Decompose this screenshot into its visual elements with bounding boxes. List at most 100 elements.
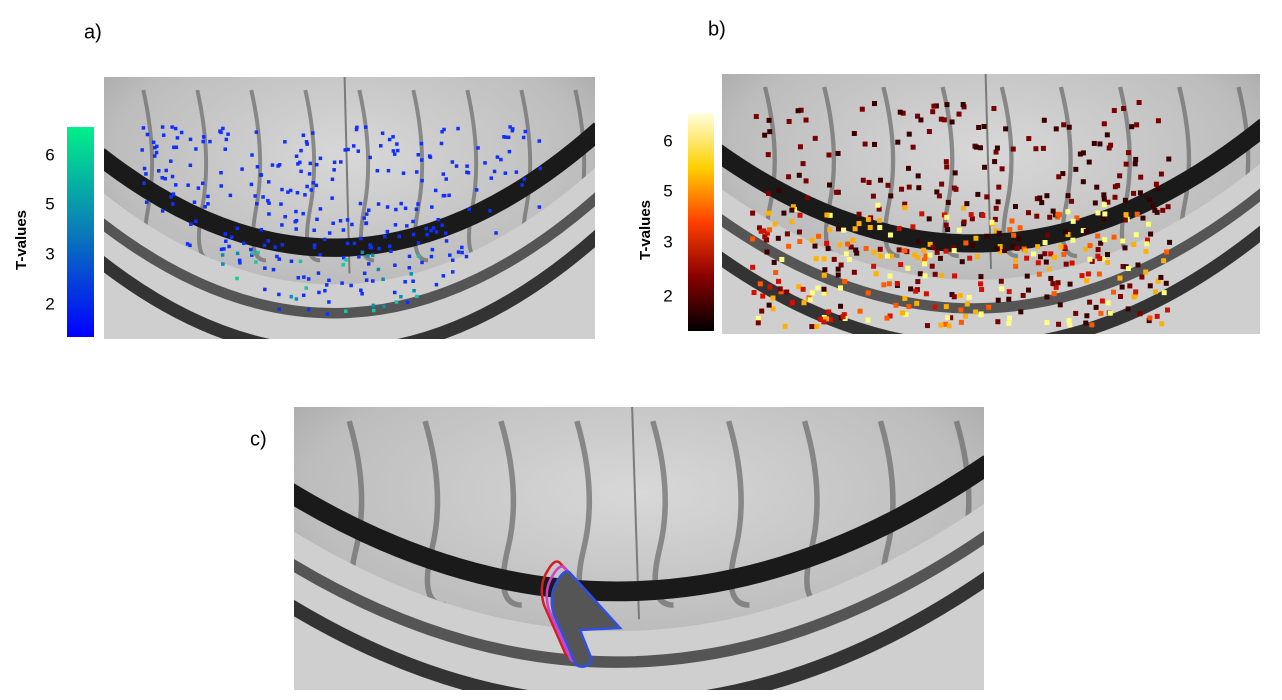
activation-voxel — [366, 254, 370, 258]
activation-voxel — [840, 314, 846, 320]
activation-voxel — [262, 243, 267, 248]
activation-voxel — [877, 253, 883, 259]
activation-voxel — [1146, 221, 1152, 227]
panel-label: a) — [84, 21, 102, 43]
activation-voxel — [1006, 320, 1012, 326]
activation-voxel — [288, 188, 293, 193]
skull-stripe — [294, 530, 984, 668]
colorbar-tick: 2 — [663, 286, 672, 305]
activation-voxel — [878, 177, 884, 183]
activation-voxel — [393, 223, 398, 227]
activation-voxel — [411, 232, 416, 237]
activation-voxel — [994, 145, 1000, 151]
activation-voxel — [1133, 156, 1139, 162]
activation-voxel — [1039, 200, 1045, 206]
activation-voxel — [764, 230, 770, 236]
activation-voxel — [1100, 256, 1106, 262]
activation-voxel — [308, 161, 313, 166]
activation-voxel — [816, 233, 822, 239]
activation-voxel — [392, 152, 397, 156]
activation-voxel — [344, 309, 348, 313]
activation-voxel — [973, 144, 979, 150]
mri-image — [294, 407, 984, 690]
activation-voxel — [429, 228, 433, 233]
activation-voxel — [302, 275, 306, 279]
activation-voxel — [757, 281, 763, 287]
activation-voxel — [923, 291, 929, 297]
activation-voxel — [523, 129, 528, 134]
activation-voxel — [943, 321, 949, 327]
activation-voxel — [1134, 122, 1140, 128]
activation-voxel — [997, 244, 1003, 250]
activation-voxel — [750, 210, 756, 216]
activation-voxel — [381, 277, 385, 282]
activation-voxel — [537, 139, 542, 143]
activation-voxel — [255, 202, 259, 206]
activation-voxel — [986, 304, 992, 310]
activation-voxel — [522, 177, 527, 182]
activation-voxel — [345, 218, 350, 222]
activation-voxel — [1057, 302, 1063, 308]
activation-voxel — [350, 222, 354, 227]
activation-voxel — [235, 276, 239, 281]
activation-voxel — [1069, 198, 1075, 204]
skull-stripe — [104, 192, 595, 319]
activation-voxel — [235, 251, 240, 256]
activation-voxel — [866, 179, 872, 185]
activation-voxel — [364, 221, 369, 225]
activation-voxel — [450, 160, 455, 164]
activation-voxel — [812, 243, 818, 249]
activation-voxel — [837, 285, 843, 291]
activation-voxel — [440, 129, 444, 134]
activation-voxel — [440, 223, 444, 227]
activation-voxel — [441, 194, 446, 198]
activation-voxel — [995, 199, 1001, 205]
activation-voxel — [910, 144, 916, 150]
activation-voxel — [789, 207, 795, 213]
activation-voxel — [821, 319, 827, 325]
activation-voxel — [751, 290, 757, 296]
activation-voxel — [339, 160, 343, 164]
activation-voxel — [164, 168, 168, 173]
activation-voxel — [976, 124, 982, 130]
activation-voxel — [341, 263, 345, 267]
activation-voxel — [1104, 132, 1110, 138]
activation-voxel — [1024, 273, 1030, 279]
activation-voxel — [956, 227, 962, 233]
activation-voxel — [316, 271, 321, 275]
activation-voxel — [981, 124, 987, 130]
activation-voxel — [1101, 216, 1107, 222]
activation-voxel — [781, 210, 787, 216]
activation-voxel — [944, 214, 950, 220]
activation-voxel — [760, 293, 766, 299]
activation-voxel — [853, 247, 859, 253]
activation-voxel — [1133, 232, 1139, 238]
activation-voxel — [420, 178, 424, 183]
activation-voxel — [221, 126, 225, 131]
activation-voxel — [454, 164, 459, 168]
activation-voxel — [289, 294, 294, 299]
activation-voxel — [424, 226, 429, 231]
activation-voxel — [918, 117, 924, 123]
activation-voxel — [1013, 263, 1019, 269]
activation-voxel — [946, 323, 952, 329]
activation-voxel — [945, 199, 951, 205]
activation-voxel — [394, 207, 398, 212]
activation-voxel — [294, 209, 298, 214]
activation-voxel — [464, 254, 469, 259]
activation-voxel — [1025, 210, 1031, 216]
activation-voxel — [765, 152, 771, 158]
activation-voxel — [899, 186, 905, 192]
activation-voxel — [941, 117, 947, 123]
skull-stripe — [104, 229, 595, 339]
activation-voxel — [332, 160, 337, 165]
activation-voxel — [857, 308, 863, 314]
activation-voxel — [1067, 322, 1073, 328]
activation-voxel — [443, 231, 448, 236]
activation-voxel — [298, 160, 302, 165]
activation-voxel — [927, 252, 933, 258]
activation-voxel — [755, 320, 761, 326]
activation-voxel — [1095, 247, 1101, 253]
activation-voxel — [1122, 245, 1128, 251]
activation-voxel — [766, 190, 772, 196]
